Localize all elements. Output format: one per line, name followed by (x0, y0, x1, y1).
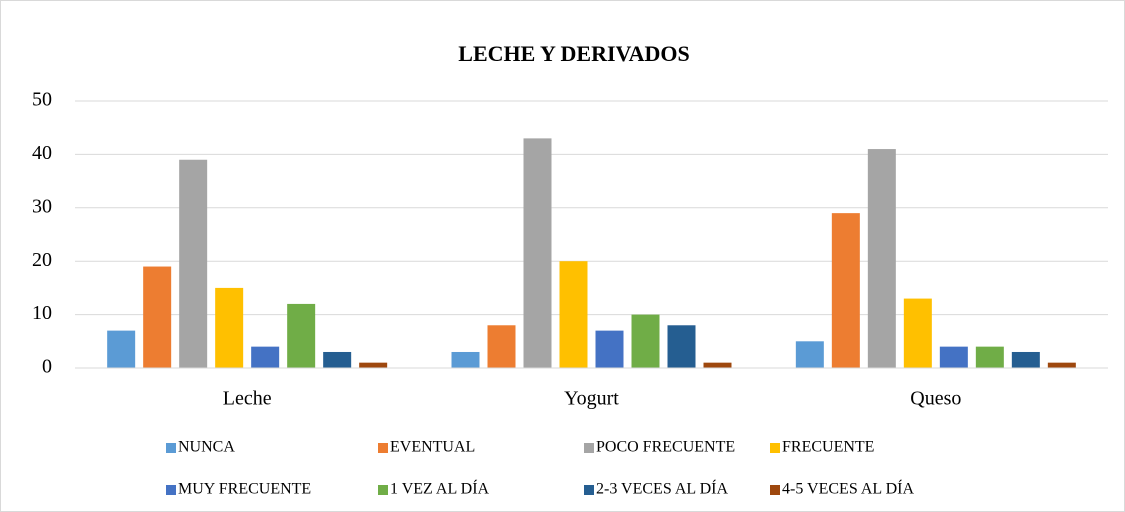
y-tick-label: 30 (32, 195, 52, 217)
bar (323, 351, 352, 368)
y-tick-label: 50 (32, 89, 52, 111)
bar (487, 325, 516, 368)
legend-label: 1 VEZ AL DÍA (390, 479, 490, 498)
legend-label: 2-3 VECES AL DÍA (596, 479, 728, 498)
bar (867, 149, 896, 368)
bar (831, 213, 860, 368)
x-tick-label: Yogurt (564, 388, 619, 410)
legend-swatch (584, 485, 594, 495)
legend-label: FRECUENTE (782, 439, 874, 456)
legend-label: MUY FRECUENTE (178, 481, 311, 498)
bar (1011, 351, 1040, 368)
legend-swatch (770, 485, 780, 495)
y-tick-label: 20 (32, 249, 52, 271)
legend-swatch (166, 443, 176, 453)
bar (595, 330, 624, 368)
legend-label: POCO FRECUENTE (596, 439, 735, 456)
y-tick-label: 0 (42, 356, 52, 378)
x-tick-label: Leche (223, 388, 272, 410)
chart-title: LECHE Y DERIVADOS (458, 41, 689, 66)
bar (143, 266, 172, 368)
bar (631, 314, 660, 368)
bar (559, 261, 588, 368)
legend-label: 4-5 VECES AL DÍA (782, 479, 914, 498)
bar (903, 298, 932, 368)
bar (703, 362, 732, 368)
bar (287, 303, 316, 368)
legend-swatch (584, 443, 594, 453)
legend-swatch (378, 443, 388, 453)
bar (215, 287, 244, 368)
bar (1047, 362, 1076, 368)
bar (795, 341, 824, 368)
bar (667, 325, 696, 368)
bar (451, 351, 480, 368)
bar (359, 362, 388, 368)
legend-swatch (378, 485, 388, 495)
legend-label: NUNCA (178, 439, 235, 456)
legend-swatch (166, 485, 176, 495)
legend-label: EVENTUAL (390, 439, 475, 456)
bar (107, 330, 136, 368)
legend-swatch (770, 443, 780, 453)
y-tick-label: 40 (32, 142, 52, 164)
bar (251, 346, 280, 368)
x-tick-label: Queso (910, 388, 961, 410)
bar (523, 138, 552, 368)
y-tick-label: 10 (32, 302, 52, 324)
bar (975, 346, 1004, 368)
bar (179, 159, 208, 368)
bar (939, 346, 968, 368)
